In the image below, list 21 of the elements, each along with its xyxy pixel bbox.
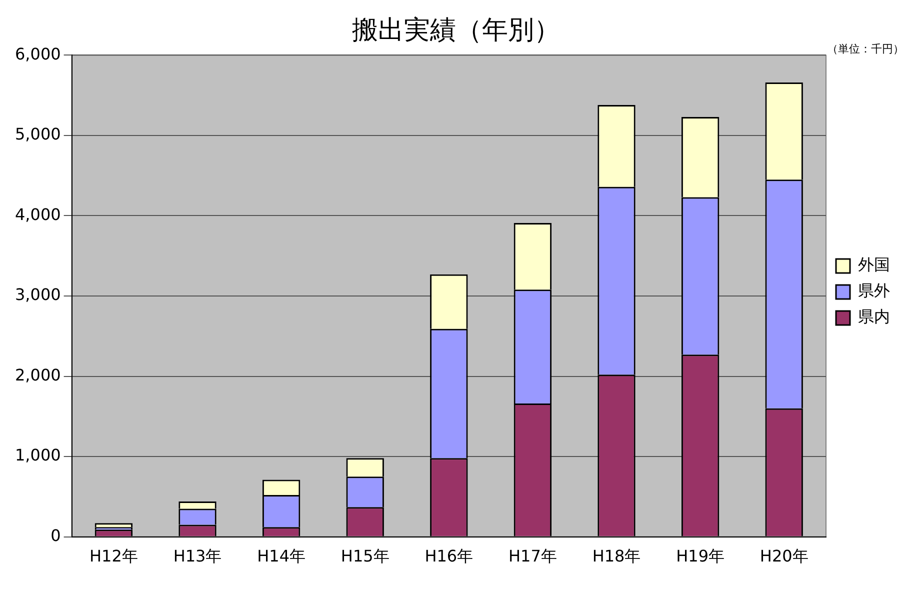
- y-tick-label: 4,000: [14, 204, 61, 224]
- chart-title: 搬出実績（年別）: [352, 15, 560, 46]
- x-tick-label: H20年: [760, 546, 808, 566]
- legend-label: 外国: [858, 255, 890, 274]
- x-tick-label: H19年: [676, 546, 724, 566]
- y-tick-label: 5,000: [14, 124, 61, 144]
- x-tick-label: H13年: [173, 546, 222, 566]
- x-tick-label: H12年: [90, 546, 138, 566]
- legend-label: 県外: [858, 281, 890, 300]
- y-tick-label: 1,000: [14, 446, 61, 465]
- x-tick-label: H15年: [340, 546, 390, 566]
- x-tick-label: H16年: [424, 546, 474, 566]
- x-tick-label: H14年: [257, 546, 306, 566]
- y-tick-label: 6,000: [14, 44, 61, 64]
- x-tick-label: H18年: [592, 546, 641, 566]
- y-tick-label: 3,000: [14, 285, 61, 304]
- y-tick-label: 2,000: [14, 365, 61, 384]
- y-tick-label: 0: [50, 526, 61, 545]
- legend-label: 県内: [858, 307, 890, 326]
- x-tick-label: H17年: [508, 546, 557, 566]
- text: （単位：千円）: [827, 42, 904, 56]
